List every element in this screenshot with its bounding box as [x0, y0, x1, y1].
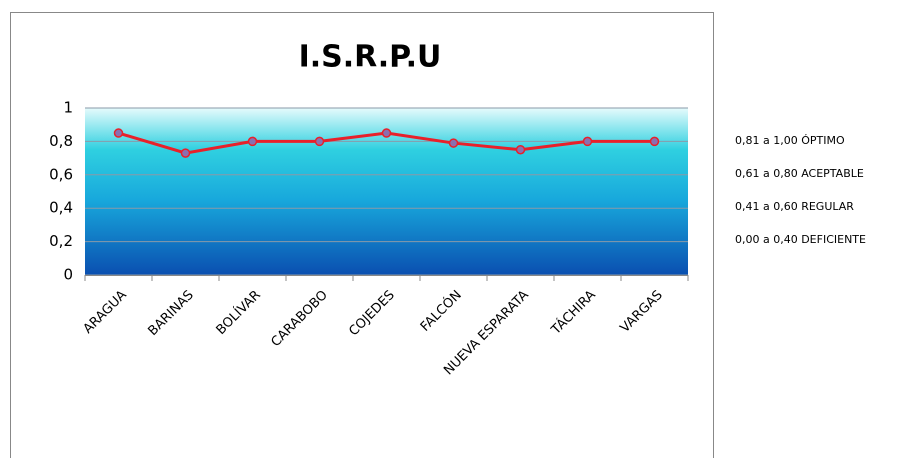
marker: [180, 148, 191, 158]
marker: [515, 145, 526, 155]
marker: [247, 136, 258, 147]
legend-note: 0,00 a 0,40 DEFICIENTE: [735, 233, 866, 246]
marker: [582, 136, 593, 147]
chart-title: I.S.R.P.U: [299, 40, 442, 75]
legend-note: 0,41 a 0,60 REGULAR: [735, 200, 854, 213]
marker: [448, 138, 459, 148]
y-tick-label: 0,8: [49, 132, 73, 150]
legend-note: 0,81 a 1,00 ÓPTIMO: [735, 134, 845, 147]
y-tick-label: 0,6: [49, 165, 73, 183]
y-tick-label: 0: [63, 266, 73, 284]
legend-note: 0,61 a 0,80 ACEPTABLE: [735, 167, 864, 180]
marker: [113, 128, 124, 138]
y-tick-label: 0,4: [49, 199, 73, 217]
marker: [649, 136, 660, 147]
y-tick-label: 0,2: [49, 232, 73, 250]
marker: [381, 128, 392, 138]
marker: [314, 136, 325, 147]
y-tick-label: 1: [63, 99, 73, 117]
